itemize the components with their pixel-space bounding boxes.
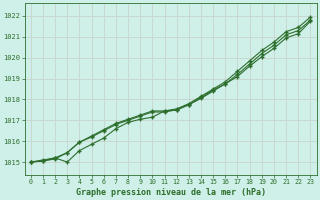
- X-axis label: Graphe pression niveau de la mer (hPa): Graphe pression niveau de la mer (hPa): [76, 188, 266, 197]
